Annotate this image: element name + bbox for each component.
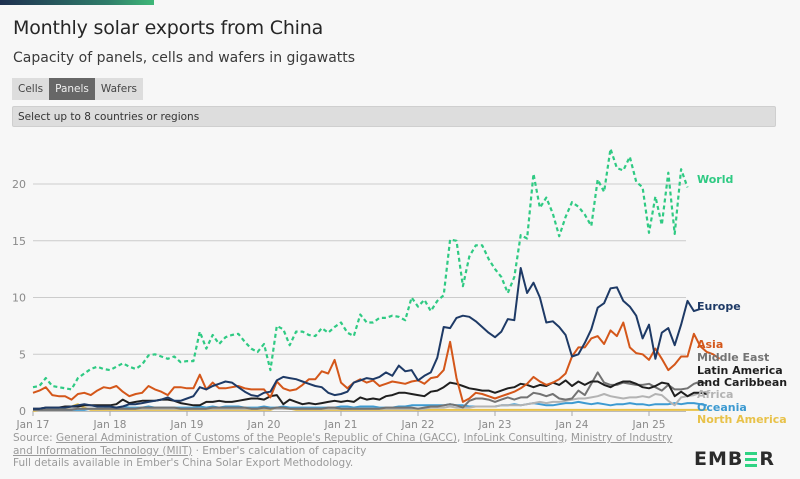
y-tick-label: 20 — [12, 178, 26, 191]
source-link-infolink[interactable]: InfoLink Consulting — [463, 432, 565, 444]
series-label: Middle East — [697, 351, 769, 364]
series-line-latin-america-and-caribbean[interactable] — [33, 379, 707, 410]
methodology-note: Full details available in Ember's China … — [13, 457, 354, 469]
series-label: Africa — [697, 388, 733, 401]
series-line-north-america[interactable] — [32, 403, 707, 412]
x-tick-label: Jan 20 — [247, 419, 281, 430]
source-prefix: Source: — [13, 432, 56, 444]
brand-accent-bar — [0, 0, 154, 5]
series-label: Oceania — [697, 401, 747, 414]
logo-e-bars — [745, 451, 758, 467]
y-tick-label: 15 — [12, 235, 26, 248]
x-tick-label: Jan 18 — [93, 419, 127, 430]
y-tick-label: 10 — [12, 292, 26, 305]
source-link-miit[interactable]: Ministry of Industry and Information Tec… — [13, 432, 673, 457]
tab-panels[interactable]: Panels — [49, 78, 95, 100]
x-tick-label: Jan 22 — [401, 419, 435, 430]
x-tick-label: Jan 24 — [555, 419, 589, 430]
series-label: World — [697, 173, 733, 186]
series-label: North America — [697, 413, 787, 426]
tab-wafers[interactable]: Wafers — [100, 83, 137, 95]
tab-cells[interactable]: Cells — [18, 83, 44, 95]
ember-logo: EMB R — [694, 448, 775, 470]
source-footer: Source: General Administration of Custom… — [13, 432, 673, 470]
x-tick-label: Jan 21 — [324, 419, 358, 430]
x-tick-label: Jan 25 — [632, 419, 666, 430]
source-link-gacc[interactable]: General Administration of Customs of the… — [55, 432, 457, 444]
x-tick-label: Jan 23 — [478, 419, 512, 430]
logo-text-start: EMB — [694, 448, 744, 470]
x-tick-label: Jan 17 — [16, 419, 50, 430]
source-suffix: · Ember's calculation of capacity — [192, 444, 367, 457]
separator: , — [456, 432, 464, 444]
series-label: Latin America and Caribbean — [697, 364, 787, 389]
separator: , — [564, 432, 571, 444]
series-line-asia[interactable] — [32, 321, 721, 403]
x-tick-label: Jan 19 — [170, 419, 204, 430]
page-subtitle: Capacity of panels, cells and wafers in … — [13, 50, 356, 66]
x-axis: Jan 17 Jan 18 Jan 19 Jan 20 Jan 21 Jan 22 Jan … — [16, 411, 686, 430]
series-line-middle-east[interactable] — [33, 371, 708, 411]
page-title: Monthly solar exports from China — [13, 17, 324, 39]
logo-text-end: R — [759, 448, 776, 470]
series-line-world[interactable] — [32, 147, 689, 391]
y-tick-label: 5 — [19, 348, 26, 361]
series-label: Europe — [697, 300, 741, 313]
series-label: Asia — [697, 338, 723, 351]
gridlines — [33, 183, 686, 355]
product-tabs: Cells Panels Wafers — [12, 78, 143, 100]
y-tick-label: 0 — [19, 405, 26, 418]
region-select-input[interactable]: Select up to 8 countries or regions — [12, 106, 776, 127]
y-axis-ticks: 0 5 10 15 20 — [12, 178, 26, 418]
series-lines — [32, 147, 721, 412]
series-line-europe[interactable] — [33, 267, 701, 410]
